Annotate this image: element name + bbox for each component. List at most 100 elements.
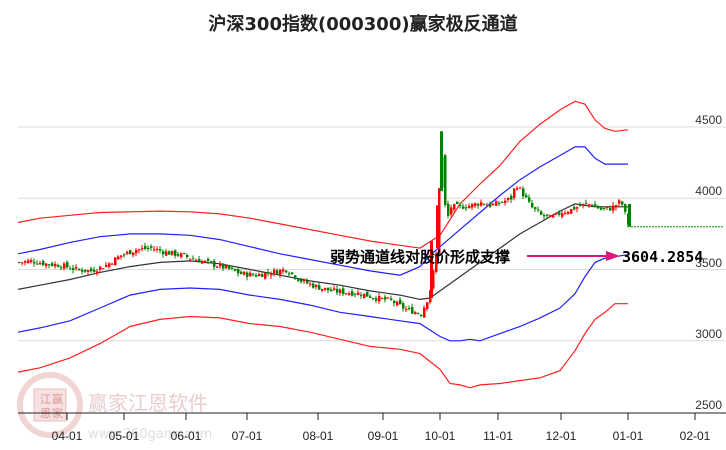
candle-body [477,204,480,206]
candle-body [312,283,315,288]
candle-body [381,297,384,299]
candle-body [246,272,249,277]
chart-title: 沪深300指数(000300)赢家极反通道 [208,14,518,35]
candle-body [285,270,288,273]
candle-body [615,205,618,208]
candle-body [324,287,327,290]
candle-body [300,279,303,282]
candle-body [216,266,219,268]
candle-body [432,270,435,289]
candle-body [411,307,414,314]
x-tick-07-01: 07-01 [232,429,263,443]
watermark-url: www.360gann.com [88,427,212,442]
candle-body [51,263,54,266]
x-tick-09-01: 09-01 [368,429,399,443]
candle-body [576,207,579,209]
candle-body [384,296,387,300]
candle-body [210,261,213,263]
candle-body [54,264,57,267]
candle-body [519,187,522,189]
candle-body [417,313,420,315]
candle-body [555,212,558,215]
candle-body [561,213,564,217]
candle-body [369,296,372,298]
candle-body [153,249,156,251]
candle-body [426,302,429,310]
candle-body [321,288,324,291]
candle-body [243,271,246,275]
candle-body [309,283,312,285]
candle-body [438,188,441,255]
annotation-value: 3604.2854 [622,248,703,266]
chart-series [17,100,629,389]
candle-body [600,207,603,210]
candle-body [96,271,99,274]
candle-body [501,201,504,203]
candle-body [333,288,336,291]
candle-body [582,203,585,206]
candle-body [294,275,297,279]
candle-body [618,200,621,204]
candle-body [552,215,555,218]
candle-body [135,249,138,254]
candle-body [156,248,159,250]
arrow-head-icon [606,251,620,261]
candle-body [174,250,177,256]
candle-body [474,203,477,206]
candle-body [495,201,498,206]
candle-body [318,285,321,290]
candle-body [261,274,264,277]
candle-body [270,274,273,276]
candle-body [129,250,132,255]
candle-body [513,188,516,198]
watermark-name: 赢家江恩软件 [88,391,208,415]
candle-body [507,197,510,200]
candle-body [480,202,483,206]
candle-body [405,309,408,311]
candle-body [213,261,216,267]
candle-body [471,203,474,208]
candle-body [21,262,24,264]
candle-body [468,205,471,209]
candle-body [336,288,339,293]
candle-body [159,249,162,251]
candle-body [84,269,87,272]
candle-body [516,188,519,190]
y-axis: 4500 4000 3500 3000 2500 [695,113,722,412]
candle-body [440,131,443,192]
candle-body [267,272,270,274]
candle-body [450,207,453,215]
x-tick-11-01: 11-01 [483,429,513,443]
candle-body [162,251,165,255]
candle-body [396,301,399,306]
candle-body [579,205,582,207]
candle-body [102,268,105,270]
x-tick-06-01: 06-01 [171,429,202,443]
candle-body [606,206,609,208]
candle-body [237,269,240,274]
candle-body [363,293,366,298]
candle-body [594,204,597,207]
candle-body [330,289,333,292]
candle-body [351,291,354,296]
x-tick-04-01: 04-01 [52,429,83,443]
candle-body [436,205,439,249]
candle-body [36,263,39,265]
candle-body [357,292,360,296]
candle-body [195,260,198,262]
candle-body [558,212,561,215]
candle-body [27,260,30,263]
candle-body [489,202,492,207]
candle-body [60,267,63,269]
candle-body [75,267,78,269]
candle-body [510,196,513,200]
candle-body [30,259,33,262]
x-axis: 04-01 05-01 06-01 07-01 08-01 09-01 10-0… [52,429,711,443]
candle-body [390,298,393,300]
candle-body [522,188,525,197]
candlesticks [18,131,724,318]
candle-body [588,204,591,206]
candle-body [18,262,21,264]
candle-body [498,202,501,204]
